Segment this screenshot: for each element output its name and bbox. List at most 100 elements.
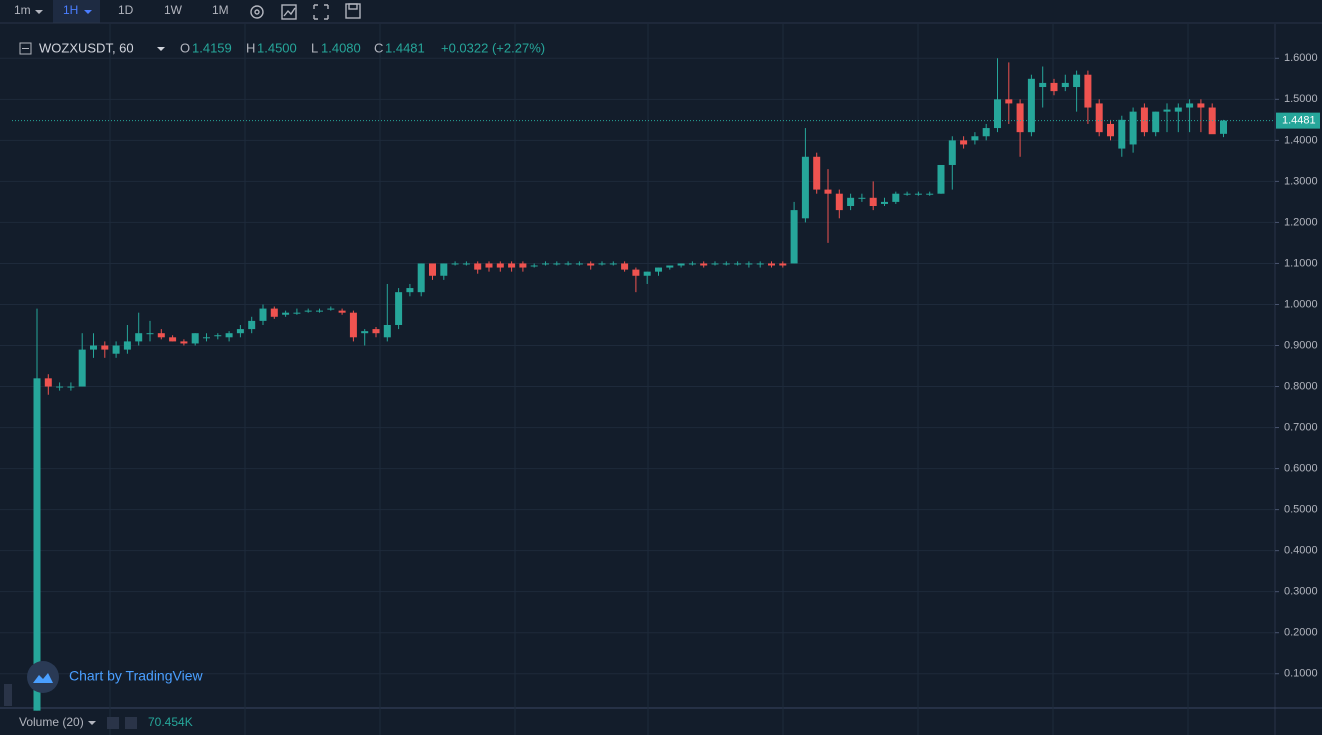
- volume-close[interactable]: [125, 717, 137, 729]
- tradingview-logo[interactable]: [27, 661, 59, 693]
- candle-body: [655, 267, 662, 272]
- candle-body: [462, 263, 470, 265]
- candle-body: [553, 263, 561, 265]
- price-change: +0.0322 (+2.27%): [441, 40, 545, 55]
- candle-body: [847, 197, 855, 207]
- candle-body: [1140, 107, 1148, 133]
- interval-button[interactable]: 1W: [164, 3, 183, 17]
- candle-body: [801, 156, 809, 219]
- candle-body: [112, 345, 120, 354]
- y-tick-label: 1.4000: [1284, 134, 1318, 146]
- candle-body: [700, 263, 708, 266]
- candle-body: [835, 193, 843, 211]
- interval-button[interactable]: 1M: [212, 3, 229, 17]
- y-tick-label: 0.4000: [1284, 545, 1318, 557]
- candle-body: [1050, 82, 1058, 92]
- dropdown-arrow: [35, 10, 43, 14]
- candle-body: [722, 263, 730, 265]
- dropdown-arrow: [84, 10, 92, 14]
- candle-body: [1039, 82, 1047, 88]
- candle-body: [971, 136, 979, 141]
- candle-body: [203, 337, 210, 339]
- candle-body: [542, 263, 549, 265]
- fullscreen-icon[interactable]: [313, 4, 329, 20]
- candle-body: [496, 263, 504, 268]
- candle-body: [474, 263, 482, 270]
- candle-body: [33, 378, 41, 711]
- candle-body: [361, 331, 369, 334]
- candle-body: [1061, 82, 1069, 88]
- candle-body: [191, 333, 199, 344]
- y-tick-label: 1.3000: [1284, 175, 1318, 187]
- symbol[interactable]: WOZXUSDT, 60: [39, 40, 134, 55]
- candle-body: [711, 263, 719, 265]
- settings-icon[interactable]: [250, 5, 264, 19]
- candle-body: [90, 345, 97, 350]
- candle-body: [756, 263, 764, 265]
- candle-body: [1220, 120, 1227, 134]
- interval-button[interactable]: 1H: [63, 3, 78, 17]
- candle-body: [598, 263, 606, 265]
- y-tick-label: 0.7000: [1284, 421, 1318, 433]
- candle-body: [960, 140, 968, 145]
- y-tick-label: 0.9000: [1284, 339, 1318, 351]
- interval-button[interactable]: 1D: [118, 3, 134, 17]
- volume-settings[interactable]: [107, 717, 119, 729]
- collapse-handle[interactable]: [4, 684, 12, 706]
- candle-body: [926, 193, 934, 195]
- candle-body: [937, 164, 945, 194]
- volume-title[interactable]: Volume (20): [19, 715, 84, 729]
- save-icon-inner: [348, 3, 358, 10]
- y-tick-label: 0.3000: [1284, 586, 1318, 598]
- watermark[interactable]: Chart by TradingView: [69, 668, 203, 684]
- candle-body: [123, 341, 131, 350]
- candle-body: [1152, 111, 1160, 133]
- candle-body: [282, 312, 290, 315]
- candle-body: [688, 263, 696, 265]
- candle-body: [180, 341, 188, 344]
- interval-button[interactable]: 1m: [14, 3, 31, 17]
- y-tick-label: 1.2000: [1284, 216, 1318, 228]
- indicators-icon[interactable]: [281, 4, 297, 20]
- candle-body: [67, 386, 75, 388]
- candle-body: [349, 312, 357, 338]
- collapse-icon[interactable]: [19, 42, 32, 55]
- candle-body: [327, 308, 335, 310]
- candle-body: [869, 197, 877, 207]
- candle-body: [994, 99, 1001, 129]
- active-interval-bg: [53, 0, 100, 23]
- candle-body: [101, 345, 109, 350]
- y-tick-label: 1.0000: [1284, 298, 1318, 310]
- candle-body: [56, 386, 64, 388]
- candle-body: [236, 329, 244, 334]
- candle-body: [485, 263, 493, 268]
- candle-body: [1084, 74, 1092, 108]
- candle-body: [440, 263, 448, 276]
- settings-icon-core: [254, 9, 260, 15]
- ohlc-label: H: [246, 40, 255, 55]
- candle-body: [1129, 111, 1137, 145]
- candle-body: [135, 333, 143, 342]
- ohlc-label: O: [180, 40, 190, 55]
- candle-body: [982, 128, 990, 137]
- candle-body: [316, 310, 323, 312]
- candle-body: [1107, 123, 1114, 137]
- indicators-icon-line: [283, 7, 296, 17]
- candle-body: [1118, 119, 1126, 149]
- ohlc-value: 1.4080: [321, 40, 361, 55]
- y-tick-label: 0.1000: [1284, 668, 1318, 680]
- candle-body: [734, 263, 742, 265]
- candle-body: [621, 263, 629, 270]
- candle-body: [248, 320, 256, 330]
- candle-body: [78, 349, 86, 387]
- candle-body: [632, 269, 640, 276]
- candle-body: [157, 333, 165, 338]
- candle-body: [643, 271, 651, 276]
- y-tick-label: 0.5000: [1284, 504, 1318, 516]
- candle-body: [146, 333, 154, 335]
- candle-body: [530, 265, 538, 267]
- candle-body: [304, 310, 312, 312]
- candle-body: [225, 333, 233, 338]
